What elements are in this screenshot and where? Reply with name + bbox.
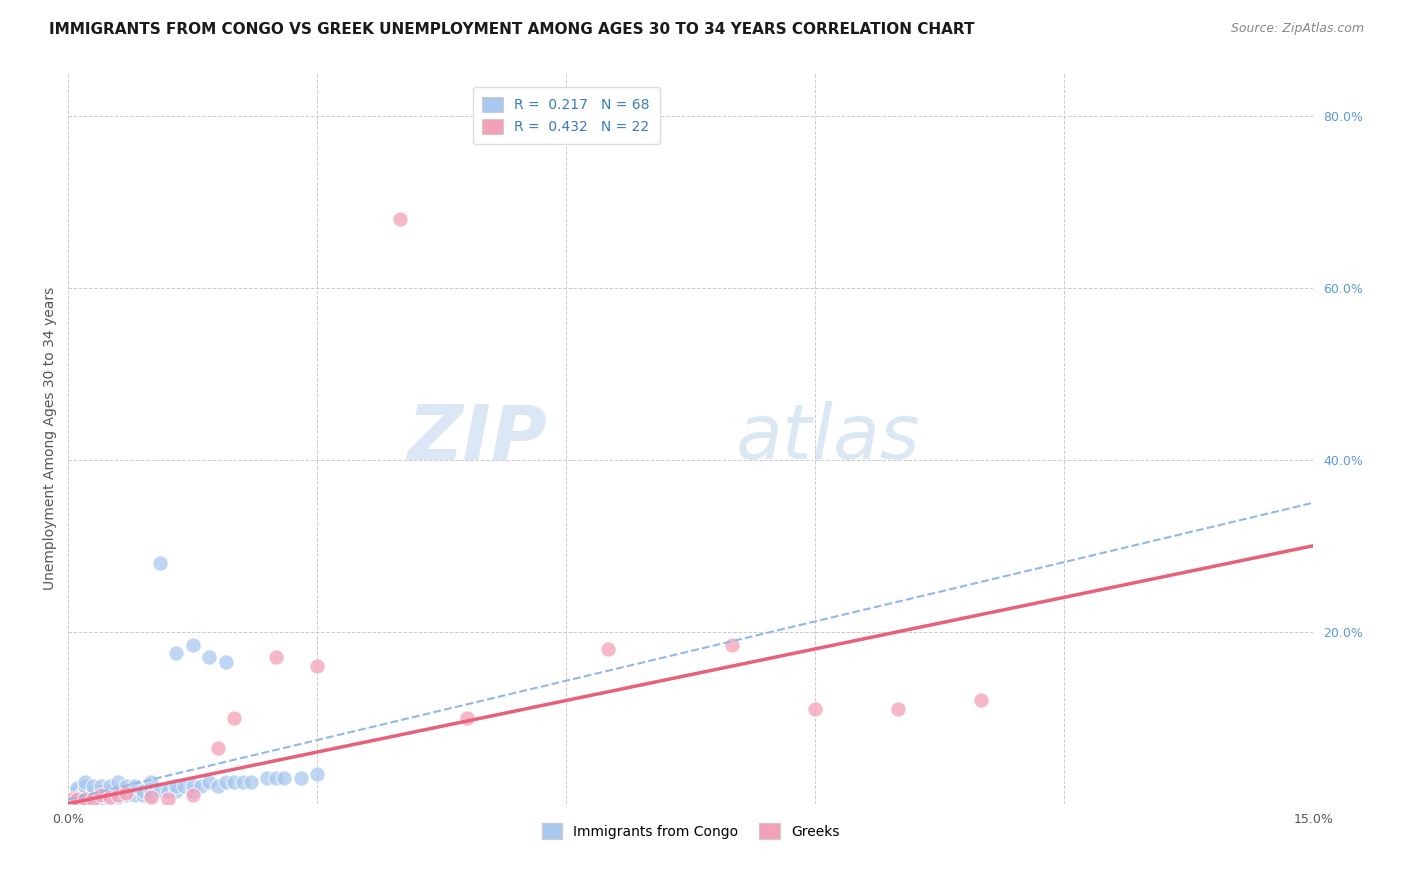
Point — [82, 792, 104, 806]
Point — [181, 638, 204, 652]
Point — [215, 775, 238, 789]
Point — [264, 771, 287, 785]
Point — [141, 783, 163, 797]
Point — [82, 783, 104, 797]
Point — [887, 702, 910, 716]
Point — [60, 792, 83, 806]
Point — [132, 788, 155, 802]
Point — [970, 693, 993, 707]
Point — [107, 775, 129, 789]
Point — [65, 792, 87, 806]
Point — [596, 641, 619, 656]
Point — [165, 783, 187, 797]
Point — [82, 780, 104, 794]
Point — [107, 788, 129, 802]
Point — [73, 775, 96, 789]
Point — [273, 771, 295, 785]
Point — [63, 792, 86, 806]
Point — [73, 792, 96, 806]
Point — [389, 212, 412, 227]
Point — [82, 788, 104, 802]
Point — [124, 780, 146, 794]
Point — [181, 783, 204, 797]
Point — [69, 788, 91, 802]
Point — [73, 789, 96, 804]
Point — [132, 783, 155, 797]
Point — [181, 788, 204, 802]
Point — [141, 775, 163, 789]
Point — [207, 780, 229, 794]
Point — [148, 556, 170, 570]
Point — [165, 780, 187, 794]
Point — [456, 711, 478, 725]
Point — [231, 775, 253, 789]
Point — [224, 711, 246, 725]
Point — [156, 783, 179, 797]
Point — [115, 783, 138, 797]
Text: atlas: atlas — [735, 401, 920, 475]
Point — [73, 781, 96, 796]
Point — [98, 792, 121, 806]
Point — [156, 792, 179, 806]
Point — [124, 788, 146, 802]
Point — [69, 792, 91, 806]
Point — [198, 775, 221, 789]
Point — [115, 780, 138, 794]
Point — [107, 783, 129, 797]
Point — [307, 659, 329, 673]
Point — [73, 786, 96, 800]
Point — [65, 781, 87, 796]
Point — [98, 783, 121, 797]
Point — [198, 650, 221, 665]
Point — [73, 783, 96, 797]
Point — [90, 788, 112, 802]
Point — [90, 783, 112, 797]
Point — [190, 780, 212, 794]
Point — [82, 789, 104, 804]
Point — [721, 638, 744, 652]
Point — [264, 650, 287, 665]
Point — [804, 702, 827, 716]
Point — [73, 780, 96, 794]
Legend: Immigrants from Congo, Greeks: Immigrants from Congo, Greeks — [536, 818, 845, 844]
Point — [98, 788, 121, 802]
Y-axis label: Unemployment Among Ages 30 to 34 years: Unemployment Among Ages 30 to 34 years — [44, 286, 58, 590]
Point — [290, 771, 312, 785]
Point — [65, 792, 87, 806]
Point — [73, 788, 96, 802]
Point — [239, 775, 262, 789]
Point — [90, 792, 112, 806]
Point — [224, 775, 246, 789]
Point — [215, 655, 238, 669]
Point — [98, 789, 121, 804]
Point — [65, 786, 87, 800]
Point — [141, 789, 163, 804]
Point — [307, 766, 329, 780]
Point — [115, 786, 138, 800]
Point — [165, 646, 187, 660]
Point — [256, 771, 278, 785]
Point — [173, 780, 195, 794]
Text: IMMIGRANTS FROM CONGO VS GREEK UNEMPLOYMENT AMONG AGES 30 TO 34 YEARS CORRELATIO: IMMIGRANTS FROM CONGO VS GREEK UNEMPLOYM… — [49, 22, 974, 37]
Point — [90, 788, 112, 802]
Point — [73, 792, 96, 806]
Point — [82, 792, 104, 806]
Point — [65, 788, 87, 802]
Point — [141, 788, 163, 802]
Point — [207, 740, 229, 755]
Point — [90, 780, 112, 794]
Point — [181, 780, 204, 794]
Point — [65, 789, 87, 804]
Point — [148, 783, 170, 797]
Point — [98, 780, 121, 794]
Text: ZIP: ZIP — [408, 401, 547, 475]
Point — [107, 789, 129, 804]
Point — [65, 783, 87, 797]
Point — [60, 792, 83, 806]
Point — [115, 788, 138, 802]
Text: Source: ZipAtlas.com: Source: ZipAtlas.com — [1230, 22, 1364, 36]
